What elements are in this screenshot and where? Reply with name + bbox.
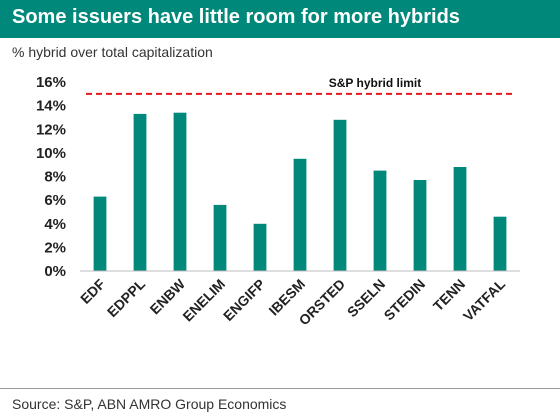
chart-subtitle: % hybrid over total capitalization — [12, 44, 213, 60]
y-tick-label: 10% — [36, 145, 66, 162]
x-axis-category-labels: EDFEDPPLENBWENELIMENGIFPIBESMORSTEDSSELN… — [77, 275, 508, 328]
bar — [173, 112, 187, 271]
chart-title: Some issuers have little room for more h… — [12, 6, 460, 28]
y-tick-label: 12% — [36, 121, 66, 138]
x-category-label: ENGIFP — [220, 276, 268, 324]
x-category-label: EDPPL — [104, 275, 149, 320]
bar — [453, 167, 467, 271]
bar — [253, 223, 267, 272]
bar — [293, 158, 307, 271]
y-tick-label: 0% — [44, 263, 66, 280]
x-category-label: VATFAL — [460, 275, 509, 324]
bar-chart: 0%2%4%6%8%10%12%14%16% S&P hybrid limit … — [36, 74, 520, 328]
bars — [93, 112, 507, 272]
y-tick-label: 14% — [36, 98, 66, 115]
x-category-label: STEDIN — [381, 276, 429, 324]
bar — [373, 170, 387, 271]
y-tick-label: 2% — [44, 239, 66, 256]
bar — [493, 216, 507, 271]
bar — [413, 180, 427, 271]
title-bar: Some issuers have little room for more h… — [0, 0, 560, 38]
reference-line-label: S&P hybrid limit — [329, 76, 421, 90]
bar — [93, 196, 107, 271]
y-tick-label: 8% — [44, 169, 66, 186]
x-category-label: ENELIM — [179, 276, 228, 325]
bar — [333, 119, 347, 271]
y-axis-tick-labels: 0% 2% 4% 6% 8% 10% 12% 14% 16% — [36, 74, 66, 280]
y-tick-label: 16% — [36, 74, 66, 91]
reference-line-group: S&P hybrid limit — [86, 76, 516, 95]
x-category-label: EDF — [77, 275, 108, 306]
source-divider — [0, 388, 560, 389]
x-category-label: TENN — [430, 276, 468, 314]
bar — [133, 113, 147, 272]
source-note: Source: S&P, ABN AMRO Group Economics — [12, 396, 287, 412]
bar — [213, 204, 227, 271]
y-tick-label: 4% — [44, 216, 66, 233]
y-tick-label: 6% — [44, 192, 66, 209]
